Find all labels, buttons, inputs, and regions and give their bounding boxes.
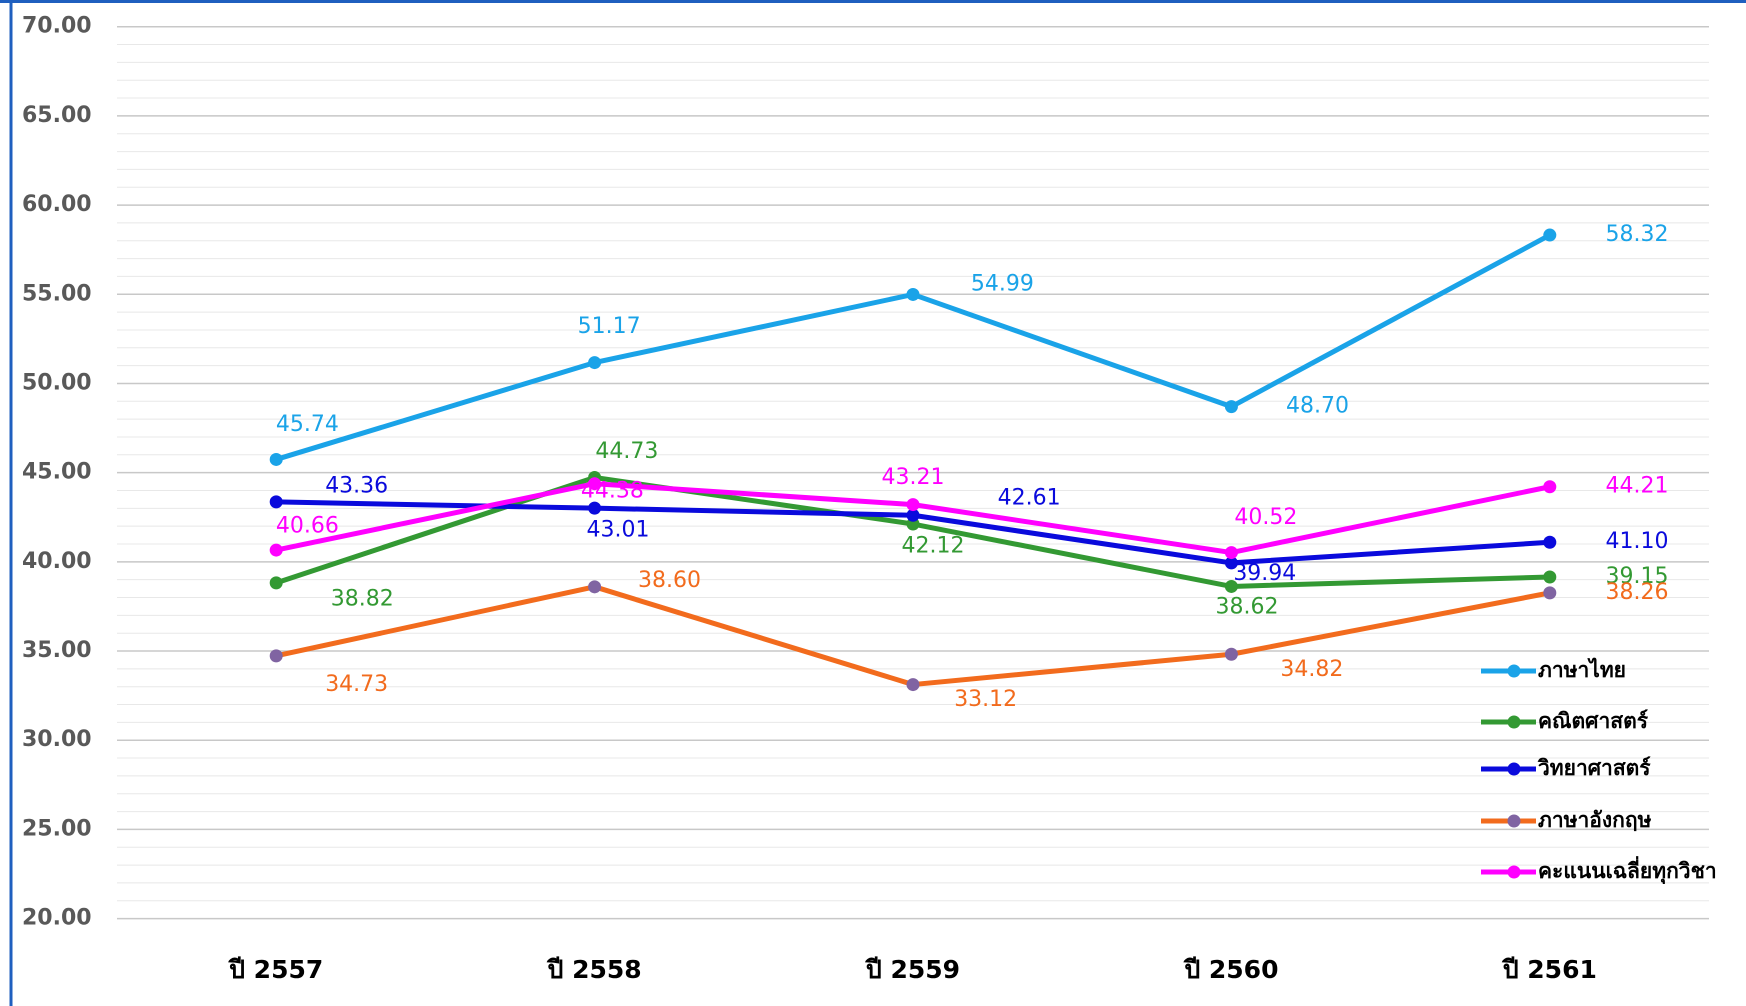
legend-label: วิทยาศาสตร์ — [1537, 756, 1652, 780]
y-tick-label: 35.00 — [22, 638, 92, 663]
legend-marker — [1507, 762, 1521, 776]
marker — [1224, 546, 1238, 560]
data-label: 40.66 — [276, 514, 339, 539]
data-label: 33.12 — [954, 687, 1017, 712]
y-tick-label: 20.00 — [22, 906, 92, 931]
marker — [269, 543, 283, 557]
data-label: 42.12 — [902, 533, 965, 558]
legend-label: คะแนนเฉลี่ยทุกวิชา — [1538, 855, 1717, 885]
legend-label: ภาษาอังกฤษ — [1538, 808, 1652, 832]
x-tick-label: ปี 2560 — [1183, 955, 1279, 984]
data-label: 43.36 — [325, 473, 388, 498]
data-label: 54.99 — [971, 271, 1034, 296]
data-label: 58.32 — [1605, 222, 1668, 247]
data-label: 43.21 — [882, 465, 945, 490]
data-label: 38.82 — [331, 587, 394, 612]
y-tick-label: 30.00 — [22, 727, 92, 752]
x-tick-label: ปี 2558 — [546, 955, 642, 984]
data-label: 44.38 — [581, 479, 644, 504]
marker — [906, 498, 920, 512]
y-tick-label: 65.00 — [22, 103, 92, 128]
data-label: 34.73 — [325, 672, 388, 697]
marker — [1543, 535, 1557, 549]
marker — [1543, 586, 1557, 600]
data-label: 44.73 — [595, 439, 658, 464]
data-label: 45.74 — [276, 412, 339, 437]
y-tick-label: 45.00 — [22, 460, 92, 485]
marker — [269, 495, 283, 509]
legend-marker — [1507, 865, 1521, 879]
data-label: 44.21 — [1605, 474, 1668, 499]
marker — [269, 649, 283, 663]
marker — [269, 452, 283, 466]
data-label: 38.26 — [1605, 580, 1668, 605]
data-label: 41.10 — [1605, 529, 1668, 554]
marker — [1543, 480, 1557, 494]
marker — [1224, 579, 1238, 593]
data-label: 42.61 — [998, 486, 1061, 511]
data-label: 38.62 — [1215, 595, 1278, 620]
y-tick-label: 50.00 — [22, 370, 92, 395]
y-tick-label: 60.00 — [22, 192, 92, 217]
marker — [588, 501, 602, 515]
marker — [269, 576, 283, 590]
marker — [588, 477, 602, 491]
y-tick-label: 25.00 — [22, 816, 92, 841]
marker — [906, 508, 920, 522]
marker — [588, 356, 602, 370]
x-tick-label: ปี 2557 — [228, 955, 324, 984]
marker — [1543, 228, 1557, 242]
legend-label: คณิตศาสตร์ — [1538, 709, 1649, 733]
legend-marker — [1507, 664, 1521, 678]
x-tick-label: ปี 2559 — [864, 955, 960, 984]
data-label: 38.60 — [638, 568, 701, 593]
data-label: 48.70 — [1286, 394, 1349, 419]
marker — [1224, 400, 1238, 414]
marker — [906, 287, 920, 301]
data-label: 51.17 — [578, 314, 641, 339]
legend-marker — [1507, 814, 1521, 828]
y-tick-label: 55.00 — [22, 281, 92, 306]
y-tick-label: 70.00 — [22, 14, 92, 39]
y-tick-label: 40.00 — [22, 549, 92, 574]
marker — [1224, 647, 1238, 661]
legend-label: ภาษาไทย — [1538, 657, 1626, 682]
data-label: 40.52 — [1234, 505, 1297, 530]
x-tick-label: ปี 2561 — [1501, 955, 1597, 984]
marker — [906, 678, 920, 692]
data-label: 34.82 — [1280, 657, 1343, 682]
marker — [1224, 556, 1238, 570]
marker — [588, 580, 602, 594]
data-label: 43.01 — [586, 517, 649, 542]
marker — [1543, 570, 1557, 584]
legend-marker — [1507, 715, 1521, 729]
data-label: 39.15 — [1605, 564, 1668, 589]
data-label: 39.94 — [1233, 561, 1296, 586]
